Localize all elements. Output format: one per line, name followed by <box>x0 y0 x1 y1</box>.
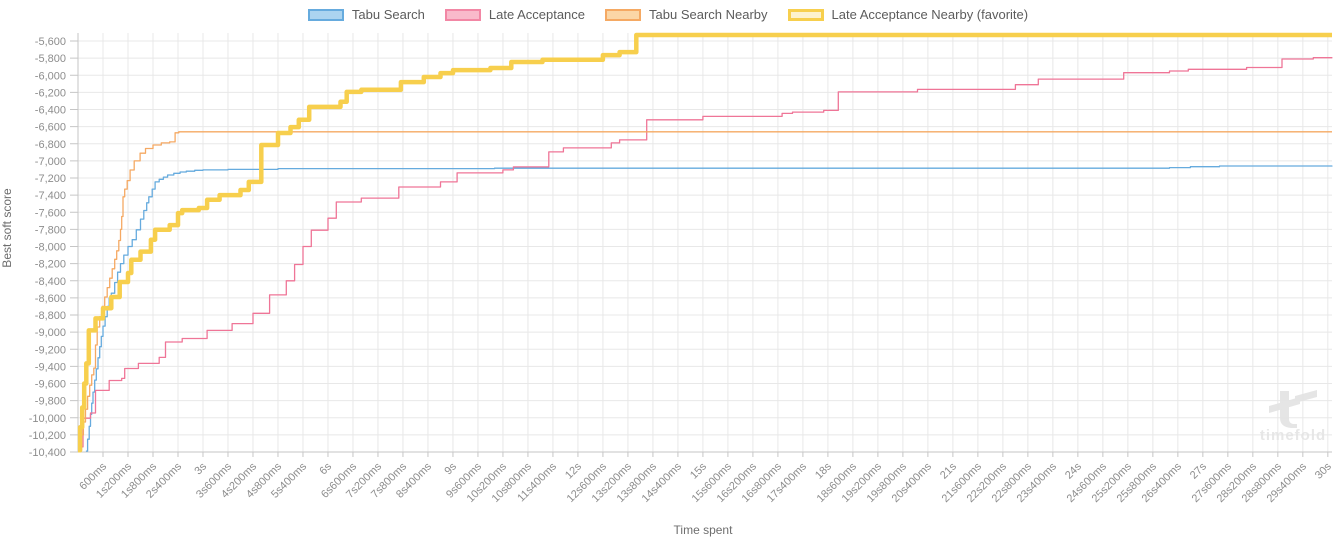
legend-item-late-acceptance-nearby-favorite[interactable]: Late Acceptance Nearby (favorite) <box>787 7 1029 22</box>
timefold-watermark: timefold <box>1260 390 1326 444</box>
y-tick-label: -8,600 <box>35 293 66 305</box>
y-tick-label: -5,600 <box>35 36 66 48</box>
y-tick-label: -10,000 <box>29 413 66 425</box>
x-tick-label: 3s <box>192 460 209 477</box>
x-tick-label: 18s <box>813 460 834 481</box>
y-tick-label: -6,200 <box>35 87 66 99</box>
timefold-logo-icon <box>1269 390 1317 428</box>
legend-item-tabu-search-nearby[interactable]: Tabu Search Nearby <box>605 7 768 22</box>
y-tick-label: -7,800 <box>35 224 66 236</box>
y-tick-label: -9,200 <box>35 344 66 356</box>
y-tick-label: -5,800 <box>35 53 66 65</box>
y-tick-label: -6,400 <box>35 105 66 117</box>
legend-label: Tabu Search <box>351 7 425 22</box>
series-line-late-acceptance-nearby-favorite <box>77 32 1332 453</box>
y-tick-label: -9,800 <box>35 396 66 408</box>
legend-label: Late Acceptance Nearby (favorite) <box>831 7 1029 22</box>
y-tick-label: -8,400 <box>35 276 66 288</box>
x-axis-title: Time spent <box>674 523 734 537</box>
series-line-tabu-search <box>85 165 1333 452</box>
y-tick-label: -10,400 <box>29 447 66 459</box>
legend-item-tabu-search[interactable]: Tabu Search <box>307 7 425 22</box>
legend-label: Late Acceptance <box>488 7 586 22</box>
x-tick-label: 9s <box>442 460 459 477</box>
chart-legend: Tabu Search Late Acceptance Tabu Search Ne… <box>0 7 1336 22</box>
y-tick-label: -7,600 <box>35 207 66 219</box>
grid-lines <box>78 33 1332 453</box>
y-tick-label: -8,200 <box>35 259 66 271</box>
legend-swatch <box>605 8 642 21</box>
timefold-watermark-text: timefold <box>1260 427 1326 444</box>
y-tick-label: -6,800 <box>35 139 66 151</box>
y-tick-label: -6,600 <box>35 122 66 134</box>
legend-label: Tabu Search Nearby <box>649 7 768 22</box>
y-tick-label: -9,000 <box>35 327 66 339</box>
axes <box>70 33 1332 457</box>
y-tick-label: -7,000 <box>35 156 66 168</box>
y-tick-label: -7,400 <box>35 190 66 202</box>
x-tick-label: 21s <box>938 460 959 481</box>
x-tick-label: 15s <box>688 460 709 481</box>
y-tick-label: -8,800 <box>35 310 66 322</box>
y-tick-label: -6,000 <box>35 70 66 82</box>
y-axis-title: Best soft score <box>0 188 14 268</box>
y-tick-label: -7,200 <box>35 173 66 185</box>
series-line-late-acceptance <box>78 57 1333 451</box>
legend-swatch <box>444 8 481 21</box>
y-tick-label: -8,000 <box>35 242 66 254</box>
x-tick-label: 27s <box>1188 460 1209 481</box>
x-tick-label: 30s <box>1313 460 1334 481</box>
y-tick-label: -9,400 <box>35 361 66 373</box>
series-line-tabu-search-nearby <box>78 131 1332 452</box>
y-tick-label: -9,600 <box>35 379 66 391</box>
x-tick-label: 12s <box>563 460 584 481</box>
legend-swatch <box>787 8 824 21</box>
x-tick-label: 24s <box>1063 460 1084 481</box>
series-lines <box>77 32 1333 453</box>
legend-swatch <box>307 8 344 21</box>
x-tick-label: 6s <box>317 460 334 477</box>
y-tick-label: -10,200 <box>29 430 66 442</box>
legend-item-late-acceptance[interactable]: Late Acceptance <box>444 7 586 22</box>
